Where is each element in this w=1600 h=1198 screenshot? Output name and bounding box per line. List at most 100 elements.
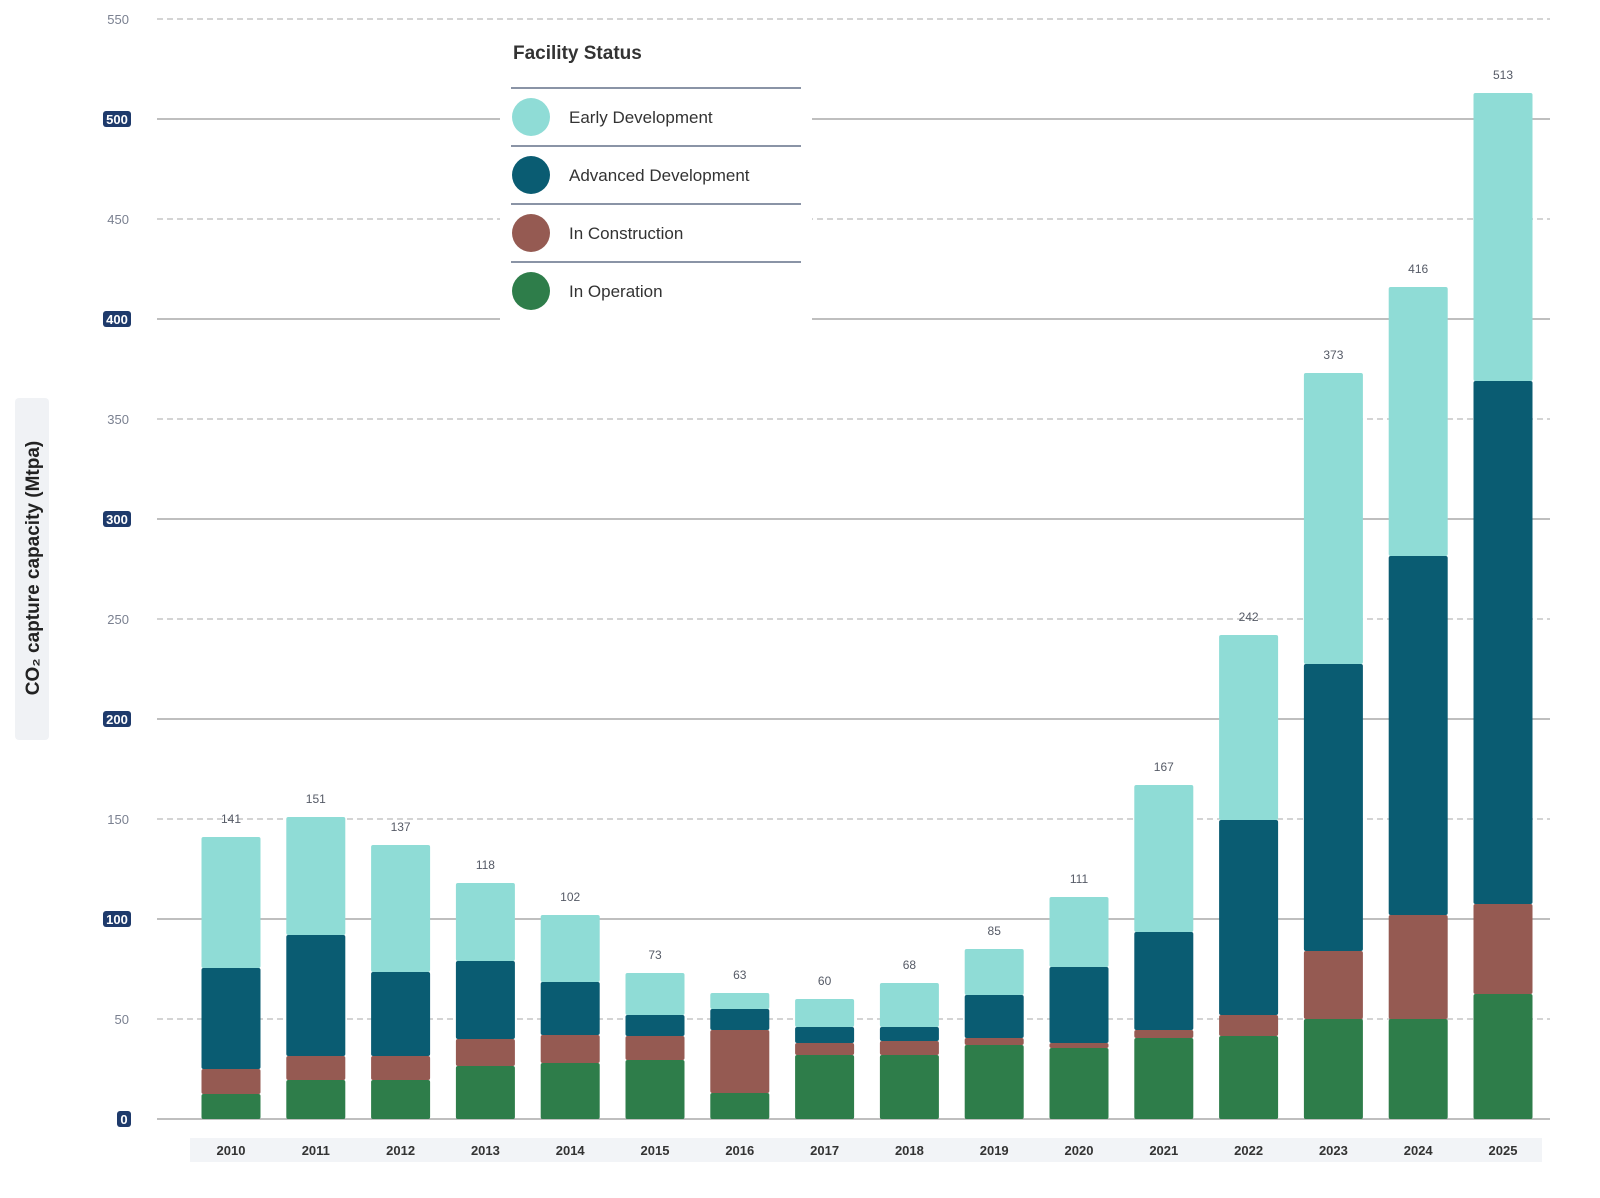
legend-swatch xyxy=(512,98,550,136)
bar-segment-in-operation xyxy=(964,1045,1024,1119)
y-tick-label: 350 xyxy=(107,412,129,427)
x-tick-label: 2017 xyxy=(810,1143,839,1158)
x-axis-band xyxy=(190,1138,1542,1162)
bar-segment-in-construction xyxy=(1473,904,1533,994)
bar-segment-early-development xyxy=(201,837,261,968)
bar-segment-in-construction xyxy=(1303,951,1363,1019)
total-label: 111 xyxy=(1070,872,1089,886)
x-tick-label: 2012 xyxy=(386,1143,415,1158)
bar-segment-in-construction xyxy=(371,1056,431,1080)
x-tick-label: 2025 xyxy=(1489,1143,1518,1158)
bar-segment-early-development xyxy=(286,817,346,935)
bar-segment-advanced-development xyxy=(455,961,515,1039)
y-tick-label: 300 xyxy=(106,512,128,527)
bar-segment-in-construction xyxy=(710,1030,770,1093)
bar-segment-advanced-development xyxy=(286,935,346,1056)
bar-segment-in-construction xyxy=(625,1036,685,1060)
legend-item-label: In Construction xyxy=(569,224,683,243)
bar-segment-advanced-development xyxy=(795,1027,855,1043)
y-tick-badge xyxy=(103,111,131,127)
bar-segment-early-development xyxy=(1473,93,1533,381)
bar-segment-in-construction xyxy=(455,1039,515,1066)
bar-segment-in-operation xyxy=(879,1055,939,1119)
legend-item-label: In Operation xyxy=(569,282,663,301)
bar-segment-in-construction xyxy=(1049,1043,1109,1048)
y-axis-ticks: 0 50 100 150 200 250 300 350 400 450 500 550 xyxy=(103,12,131,1127)
total-label: 242 xyxy=(1239,610,1259,624)
y-tick-label: 0 xyxy=(120,1112,127,1127)
x-tick-label: 2023 xyxy=(1319,1143,1348,1158)
bar-segment-early-development xyxy=(1303,373,1363,664)
x-tick-label: 2018 xyxy=(895,1143,924,1158)
total-label: 63 xyxy=(733,968,747,982)
bar-segment-advanced-development xyxy=(371,972,431,1056)
legend-swatch xyxy=(512,156,550,194)
bar-segment-early-development xyxy=(540,915,600,982)
bar-segment-advanced-development xyxy=(1303,664,1363,951)
y-axis-label-bg xyxy=(15,398,49,740)
x-tick-label: 2016 xyxy=(725,1143,754,1158)
y-tick-label: 150 xyxy=(107,812,129,827)
y-tick-label: 400 xyxy=(106,312,128,327)
bar-segment-advanced-development xyxy=(710,1009,770,1030)
total-label: 416 xyxy=(1408,262,1428,276)
bar-segment-in-operation xyxy=(371,1080,431,1119)
total-label: 141 xyxy=(221,812,241,826)
bar-segment-advanced-development xyxy=(1134,932,1194,1030)
bar-segment-advanced-development xyxy=(625,1015,685,1036)
y-tick-badge xyxy=(117,1111,131,1127)
bar-segment-in-construction xyxy=(879,1041,939,1055)
legend-background xyxy=(500,30,812,330)
bar-segment-in-operation xyxy=(625,1060,685,1119)
bar-segment-in-operation xyxy=(710,1093,770,1119)
x-tick-label: 2014 xyxy=(556,1143,586,1158)
bar-segment-early-development xyxy=(879,983,939,1027)
bar-segment-advanced-development xyxy=(964,995,1024,1038)
bar-segment-advanced-development xyxy=(540,982,600,1035)
bar-segment-in-operation xyxy=(201,1094,261,1119)
bar-segment-in-construction xyxy=(795,1043,855,1055)
y-tick-label: 450 xyxy=(107,212,129,227)
bar-segment-advanced-development xyxy=(201,968,261,1069)
x-tick-label: 2011 xyxy=(302,1143,330,1158)
bar-segment-in-construction xyxy=(1388,915,1448,1019)
y-tick-badge xyxy=(103,711,131,727)
total-label: 60 xyxy=(818,974,832,988)
y-tick-label: 100 xyxy=(106,912,128,927)
total-label: 68 xyxy=(903,958,917,972)
total-label: 73 xyxy=(648,948,662,962)
bar-segment-advanced-development xyxy=(879,1027,939,1041)
bar-segment-early-development xyxy=(964,949,1024,995)
bar-segment-in-operation xyxy=(455,1066,515,1119)
y-tick-label: 250 xyxy=(107,612,129,627)
y-tick-label: 200 xyxy=(106,712,128,727)
legend-title: Facility Status xyxy=(513,43,642,64)
bar-segment-early-development xyxy=(1134,785,1194,932)
y-tick-badge xyxy=(103,911,131,927)
bar-segment-early-development xyxy=(1219,635,1279,820)
y-axis-label: CO₂ capture capacity (Mtpa) xyxy=(23,441,44,695)
legend-swatch xyxy=(512,272,550,310)
x-tick-label: 2020 xyxy=(1065,1143,1094,1158)
bar-segment-advanced-development xyxy=(1219,820,1279,1015)
y-tick-badge xyxy=(103,511,131,527)
bar-segment-in-operation xyxy=(795,1055,855,1119)
bar-segment-in-operation xyxy=(1219,1036,1279,1119)
bar-segment-in-construction xyxy=(201,1069,261,1094)
bar-segment-in-construction xyxy=(1134,1030,1194,1038)
x-tick-label: 2024 xyxy=(1404,1143,1434,1158)
y-tick-label: 550 xyxy=(107,12,129,27)
total-label: 373 xyxy=(1323,348,1343,362)
x-tick-label: 2013 xyxy=(471,1143,500,1158)
total-label: 151 xyxy=(306,792,326,806)
bar-segment-early-development xyxy=(625,973,685,1015)
bar-segment-in-operation xyxy=(1134,1038,1194,1119)
legend-item-label: Early Development xyxy=(569,108,713,127)
x-tick-label: 2021 xyxy=(1149,1143,1178,1158)
bar-segment-early-development xyxy=(1049,897,1109,967)
total-label: 85 xyxy=(988,924,1002,938)
x-tick-label: 2022 xyxy=(1234,1143,1263,1158)
bar-segment-early-development xyxy=(371,845,431,972)
y-tick-label: 50 xyxy=(115,1012,129,1027)
